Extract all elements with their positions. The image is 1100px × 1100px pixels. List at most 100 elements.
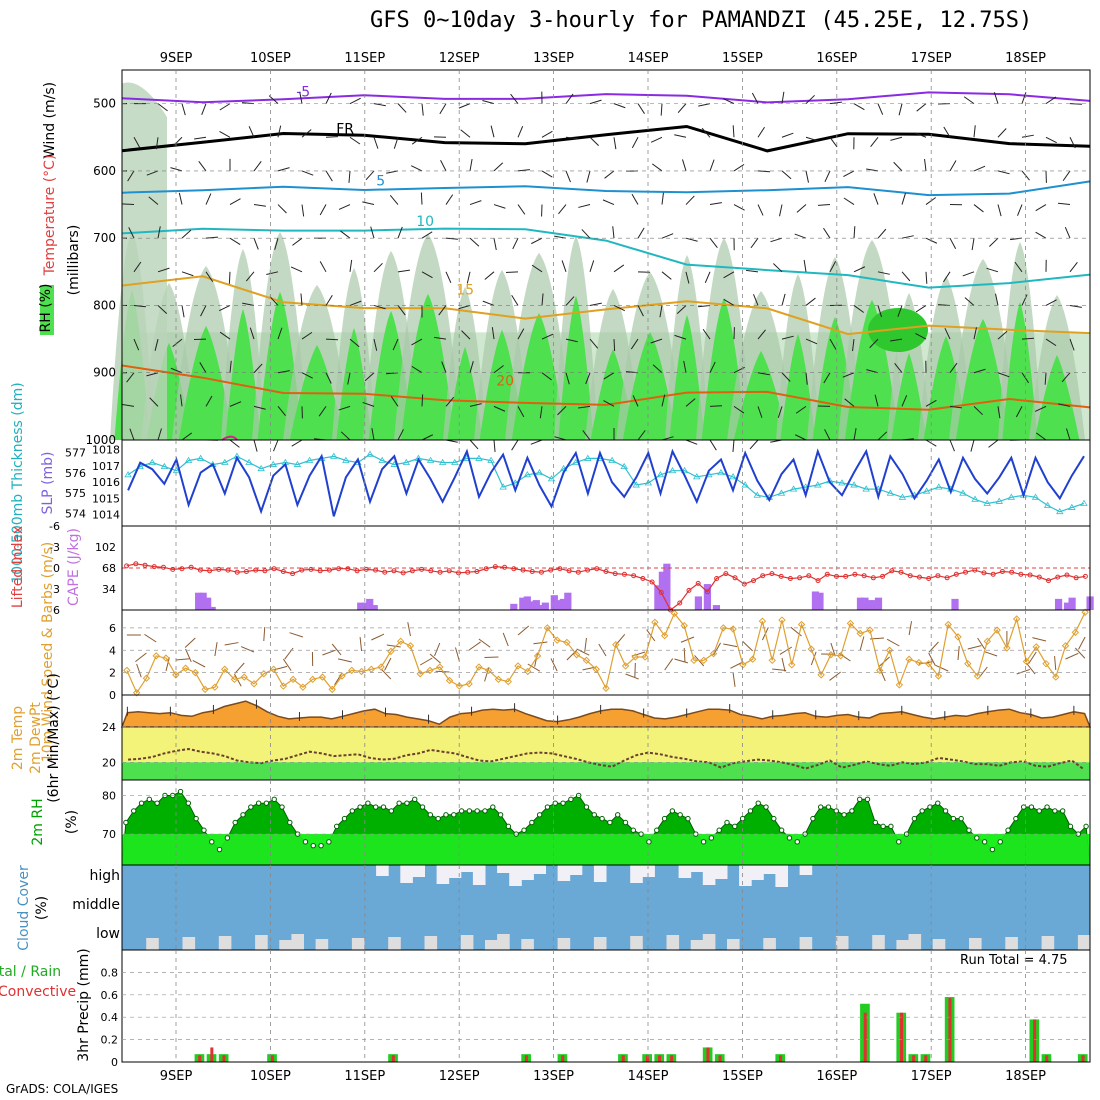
li-point xyxy=(1027,572,1033,578)
wind-point xyxy=(993,626,1001,634)
wind-point xyxy=(660,632,669,640)
li-point xyxy=(981,570,987,576)
wind-point xyxy=(563,638,571,647)
wind-barb xyxy=(554,436,567,441)
li-point xyxy=(271,566,277,572)
precip-convective-bar xyxy=(270,1055,274,1062)
wind-barb xyxy=(924,158,927,171)
wind-barb xyxy=(676,305,687,315)
li-point xyxy=(216,566,222,572)
wind-barb xyxy=(709,405,723,407)
wind-barb xyxy=(438,305,447,316)
thickness-point xyxy=(971,495,979,502)
thickness-point xyxy=(511,479,519,486)
wind-barb xyxy=(779,204,783,217)
cape-bar xyxy=(951,598,959,610)
wind-barb xyxy=(993,92,999,104)
wind-barb xyxy=(291,439,303,447)
wind-barb xyxy=(866,369,879,374)
wind-barb xyxy=(915,333,927,340)
wind-barb xyxy=(757,329,766,340)
cape-bar xyxy=(816,592,824,610)
wind-barb xyxy=(325,170,333,182)
li-point xyxy=(861,573,867,579)
rh-point xyxy=(732,823,738,830)
tick-label: 80 xyxy=(102,789,116,802)
wind-barb xyxy=(439,103,447,115)
wind-barb xyxy=(843,170,855,177)
cloud-high xyxy=(630,865,643,883)
surface-barb xyxy=(371,633,385,641)
wind-barb xyxy=(397,429,404,441)
rh-point xyxy=(318,842,324,849)
cloud-low xyxy=(279,940,292,950)
wind-point xyxy=(964,659,972,668)
cape-bar xyxy=(663,563,671,610)
cape-bar xyxy=(204,597,212,610)
wind-barb xyxy=(963,96,975,105)
wind-barb xyxy=(709,439,717,451)
thickness-point xyxy=(898,493,907,500)
surface-barb xyxy=(534,652,539,667)
wind-point xyxy=(308,675,317,684)
thickness-point xyxy=(330,452,338,459)
wind-barb xyxy=(746,269,759,273)
tick-label: 0.2 xyxy=(101,1034,119,1047)
wind-barb xyxy=(869,338,879,349)
li-point xyxy=(566,568,572,574)
wind-barb xyxy=(777,406,783,418)
rh-blob-moist xyxy=(844,300,900,440)
rh-point xyxy=(248,804,254,810)
rh-point xyxy=(1005,827,1011,833)
wind-barb xyxy=(685,271,690,284)
wind-point xyxy=(1012,615,1021,623)
cape-bar xyxy=(564,592,572,610)
li-point xyxy=(1009,569,1015,575)
tick-label: -6 xyxy=(49,520,60,533)
li-point xyxy=(1046,578,1052,584)
tick-label: 20 xyxy=(102,756,116,769)
wind-barb xyxy=(181,229,192,239)
cape-bar xyxy=(541,602,549,610)
precip-convective-bar xyxy=(779,1055,783,1062)
wind-point xyxy=(1022,657,1031,666)
wind-barb xyxy=(796,204,807,213)
rh-point xyxy=(435,815,441,822)
tick-label: 0.4 xyxy=(101,1011,119,1024)
surface-barb xyxy=(1074,647,1086,659)
wind-barb xyxy=(631,193,639,205)
wind-barb xyxy=(989,237,999,247)
rh-blob-moist xyxy=(780,334,816,440)
wind-barb xyxy=(157,226,161,239)
wind-barb xyxy=(565,93,574,104)
wind-point xyxy=(318,673,327,681)
cloud-low xyxy=(593,937,607,950)
wind-barb xyxy=(805,372,808,385)
li-point xyxy=(907,573,913,579)
run-total-label: Run Total = 4.75 xyxy=(960,953,1068,968)
thickness-point xyxy=(124,471,132,478)
wind-barb xyxy=(890,136,903,141)
cape-bar xyxy=(870,600,878,610)
wind-barb xyxy=(554,235,567,239)
wind-barb xyxy=(340,230,351,239)
wind-barb xyxy=(949,160,957,172)
thickness-point xyxy=(838,479,846,486)
rh-point xyxy=(505,823,512,830)
wind-barb xyxy=(253,161,262,172)
wind-barb xyxy=(829,260,837,273)
wind-barb xyxy=(133,261,142,273)
wind-barb xyxy=(632,395,639,407)
rh-point xyxy=(193,815,199,822)
wind-barb xyxy=(205,271,214,283)
wind-barb xyxy=(997,128,1007,138)
li-point xyxy=(1036,574,1042,580)
wind-barb xyxy=(277,370,290,374)
isotherm-label: 15 xyxy=(456,283,474,299)
wind-barb xyxy=(493,405,506,412)
rh-point xyxy=(482,808,488,814)
wind-barb xyxy=(794,233,807,239)
rh-point xyxy=(911,815,918,822)
thickness-point xyxy=(680,466,689,474)
isobar-segment xyxy=(221,435,238,441)
